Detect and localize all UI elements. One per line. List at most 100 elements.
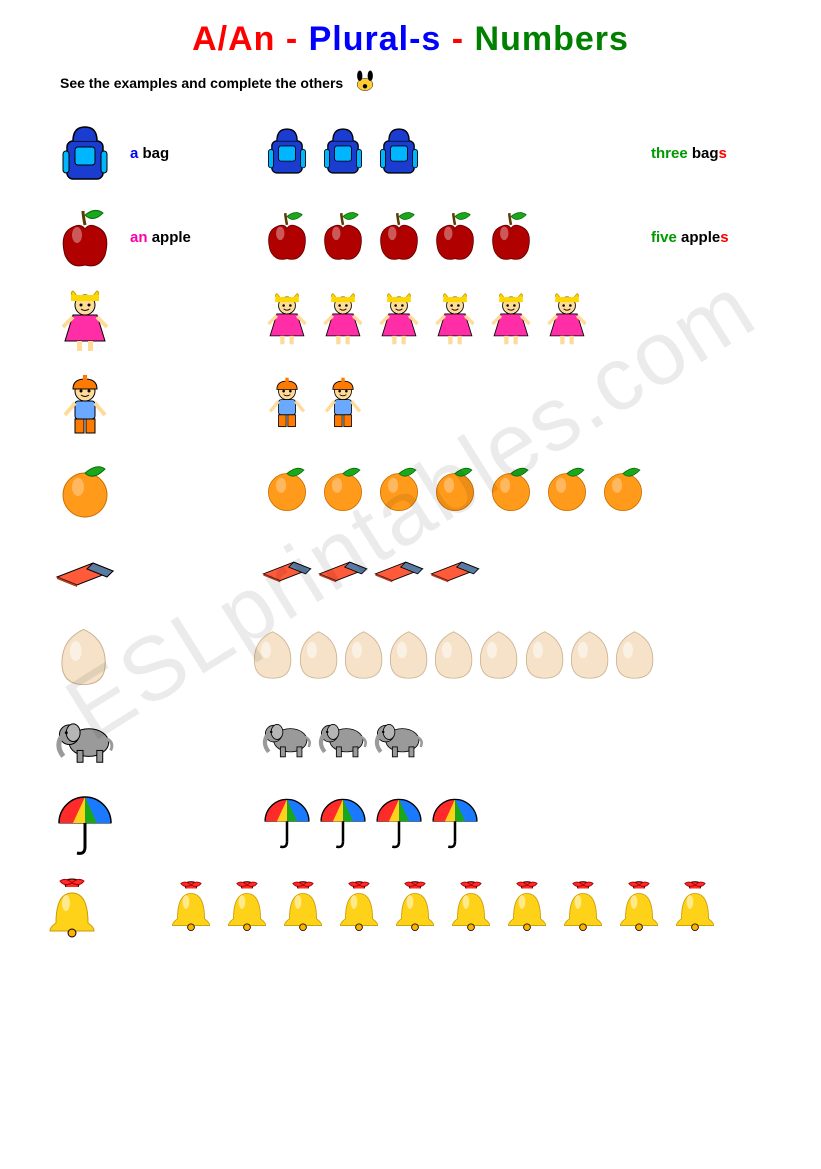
boy-icon [260, 376, 314, 435]
worksheet-row [40, 538, 781, 608]
egg-icon [251, 628, 294, 687]
plural-icons [260, 460, 651, 519]
bag-icon [372, 124, 426, 183]
orange-icon [596, 460, 650, 519]
orange-icon [372, 460, 426, 519]
apple-icon [372, 208, 426, 267]
title-part1: A/An [192, 20, 275, 58]
plural-icons [260, 376, 651, 435]
pluto-icon [351, 67, 379, 98]
title-part2: Plural-s [309, 20, 442, 58]
plural-icons [260, 717, 651, 765]
title-part3: Numbers [475, 20, 629, 58]
plural-icons [260, 557, 651, 589]
bell-icon [444, 880, 498, 939]
subtitle-text: See the examples and complete the others [60, 75, 343, 91]
noun: apple [152, 229, 191, 246]
bell-icon [612, 880, 666, 939]
worksheet-row [40, 454, 781, 524]
bell-icon [500, 880, 554, 939]
orange-icon [316, 460, 370, 519]
plural-icons [251, 628, 656, 687]
egg-icon [387, 628, 430, 687]
bag-icon [316, 124, 370, 183]
single-label: a bag [130, 145, 260, 162]
bell-icon [332, 880, 386, 939]
apple-icon [40, 205, 130, 269]
worksheet-row: an apple [40, 202, 781, 272]
bell-icon [668, 880, 722, 939]
bell-icon [164, 880, 218, 939]
eraser-icon [316, 557, 370, 589]
noun: bag [143, 145, 170, 162]
eraser-icon [428, 557, 482, 589]
apple-icon [316, 208, 370, 267]
girl-icon [372, 292, 426, 351]
noun: apple [681, 229, 720, 246]
worksheet-row [40, 706, 781, 776]
plural-icons [260, 796, 651, 855]
bell-icon [40, 877, 104, 941]
plural-suffix: s [719, 145, 727, 162]
girl-icon [316, 292, 370, 351]
worksheet-row: a bag three bag s [40, 118, 781, 188]
worksheet-row [40, 790, 781, 860]
boy-icon [316, 376, 370, 435]
eraser-icon [372, 557, 426, 589]
girl-icon [40, 289, 130, 353]
elephant-icon [372, 717, 426, 765]
bell-icon [556, 880, 610, 939]
egg-icon [40, 625, 126, 689]
umbrella-icon [316, 796, 370, 855]
egg-icon [297, 628, 340, 687]
number-word: five [651, 229, 677, 246]
egg-icon [613, 628, 656, 687]
number-word: three [651, 145, 688, 162]
bell-icon [220, 880, 274, 939]
plural-icons [164, 880, 722, 939]
girl-icon [540, 292, 594, 351]
apple-icon [484, 208, 538, 267]
article: a [130, 145, 138, 162]
apple-icon [428, 208, 482, 267]
bag-icon [260, 124, 314, 183]
worksheet-row [40, 874, 781, 944]
elephant-icon [260, 717, 314, 765]
egg-icon [432, 628, 475, 687]
plural-suffix: s [720, 229, 728, 246]
title-sep2: - [441, 20, 474, 58]
umbrella-icon [428, 796, 482, 855]
plural-label: five apples [651, 229, 781, 246]
elephant-icon [40, 715, 130, 766]
egg-icon [342, 628, 385, 687]
title-sep1: - [275, 20, 308, 58]
egg-icon [477, 628, 520, 687]
egg-icon [568, 628, 611, 687]
page-title: A/An - Plural-s - Numbers [40, 20, 781, 59]
plural-icons [260, 208, 651, 267]
article: an [130, 229, 148, 246]
orange-icon [540, 460, 594, 519]
girl-icon [428, 292, 482, 351]
worksheet-row [40, 370, 781, 440]
bell-icon [388, 880, 442, 939]
orange-icon [428, 460, 482, 519]
girl-icon [260, 292, 314, 351]
single-label: an apple [130, 229, 260, 246]
eraser-icon [260, 557, 314, 589]
egg-icon [523, 628, 566, 687]
orange-icon [260, 460, 314, 519]
girl-icon [484, 292, 538, 351]
umbrella-icon [260, 796, 314, 855]
elephant-icon [316, 717, 370, 765]
eraser-icon [40, 557, 130, 589]
plural-icons [260, 124, 651, 183]
subtitle: See the examples and complete the others [60, 67, 781, 98]
rows-container: a bag three bag s [40, 118, 781, 944]
worksheet-page: ESLprintables.com A/An - Plural-s - Numb… [0, 0, 821, 978]
worksheet-row [40, 286, 781, 356]
apple-icon [260, 208, 314, 267]
boy-icon [40, 373, 130, 437]
orange-icon [40, 457, 130, 521]
bell-icon [276, 880, 330, 939]
